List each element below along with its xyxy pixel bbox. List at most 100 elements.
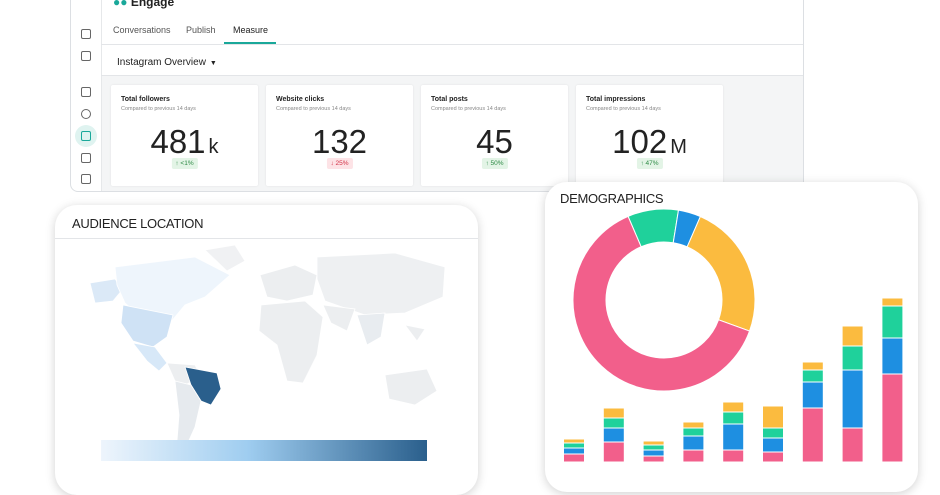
bar-segment <box>881 373 904 463</box>
bar-segment <box>801 381 824 409</box>
world-map <box>89 244 446 461</box>
country <box>404 324 426 342</box>
divider <box>101 44 803 45</box>
dropdown-caret: ▼ <box>209 60 217 67</box>
panel-title: DEMOGRAPHICS <box>560 191 664 206</box>
metric-change: ↑ 47% <box>636 158 663 169</box>
divider <box>101 75 803 76</box>
metric-subtitle: Compared to previous 14 days <box>431 106 506 112</box>
bar-segment <box>881 305 904 339</box>
bar-segment <box>801 361 824 371</box>
page: Engage {"app": {"logo": "Engage", "tabs"… <box>55 0 904 463</box>
inbox-icon[interactable] <box>81 87 91 97</box>
bar-segment <box>881 297 904 307</box>
donut-segment <box>572 215 751 392</box>
metric-title: Total posts <box>431 96 468 103</box>
metric-value: 45 <box>421 123 568 161</box>
bar-segment <box>682 427 705 437</box>
tab-active[interactable]: Measure <box>233 25 269 35</box>
bar-segment <box>563 453 585 463</box>
bar-segment <box>722 423 745 451</box>
bar-segment <box>841 345 864 371</box>
demographics-charts <box>563 208 904 463</box>
demographics-panel: DEMOGRAPHICS <box>545 182 918 492</box>
bar-segment <box>563 438 585 444</box>
tab-underline <box>224 42 276 44</box>
bar-segment <box>642 440 665 446</box>
donut-segment <box>686 215 756 332</box>
logo-mark: ●● <box>113 0 131 9</box>
bar-segment <box>841 427 864 463</box>
share-icon[interactable] <box>81 153 91 163</box>
bar-segment <box>602 407 625 419</box>
layout-icon[interactable] <box>81 51 91 61</box>
metric-change: ↓ 25% <box>326 158 353 169</box>
bar-segment <box>642 444 665 451</box>
bar-segment <box>682 421 705 429</box>
bar-segment <box>762 427 784 439</box>
bar-segment <box>642 449 665 457</box>
logo: ●● Engage <box>113 0 174 9</box>
home-icon[interactable] <box>81 29 91 39</box>
metric-value: 102 M <box>576 123 723 161</box>
country <box>89 278 124 304</box>
bar-segment <box>642 455 665 463</box>
country <box>132 342 168 372</box>
countries <box>89 244 446 450</box>
country <box>174 380 202 450</box>
country <box>316 252 446 316</box>
metric-number: 132 <box>311 123 368 160</box>
country <box>384 368 438 406</box>
divider <box>55 238 478 239</box>
sidebar <box>71 0 102 191</box>
metric-title: Website clicks <box>276 96 325 103</box>
active-icon-bg <box>75 125 97 147</box>
country <box>356 312 386 346</box>
metric-subtitle: Compared to previous 14 days <box>586 106 661 112</box>
metric-number: 45 <box>476 123 513 160</box>
metric-value: 481 k <box>111 123 258 161</box>
metric-card: Total impressions Compared to previous 14… <box>576 85 723 186</box>
metric-unit: M <box>670 136 687 158</box>
bar-segment <box>722 411 745 425</box>
bar-segment <box>801 407 824 463</box>
country <box>258 300 324 384</box>
page-body: ●● Engage Conversations Publish Measure … <box>55 0 904 463</box>
metric-title: Total followers <box>121 96 170 103</box>
audience-panel: AUDIENCE LOCATION <box>55 205 478 495</box>
logo-text: Engage <box>130 0 175 9</box>
metric-unit: k <box>208 136 219 158</box>
bar-segment <box>563 442 585 449</box>
metric-value: 132 <box>266 123 413 161</box>
doc-icon[interactable] <box>81 174 91 184</box>
metric-subtitle: Compared to previous 14 days <box>121 106 196 112</box>
metric-number: 481 <box>150 123 206 160</box>
bar-segment <box>762 451 784 463</box>
metric-title: Total impressions <box>586 96 646 103</box>
bar-segment <box>682 435 705 451</box>
color-scale <box>101 440 427 461</box>
metric-card: Total posts Compared to previous 14 days 4… <box>421 85 568 186</box>
bar-segment <box>762 437 784 453</box>
metric-card: Website clicks Compared to previous 14 da… <box>266 85 413 186</box>
gauge-icon[interactable] <box>81 109 91 119</box>
app-window: ●● Engage Conversations Publish Measure … <box>70 0 804 192</box>
bar-segment <box>722 449 745 463</box>
panel-title: AUDIENCE LOCATION <box>72 216 204 231</box>
tab[interactable]: Publish <box>186 25 216 35</box>
bar-segment <box>762 405 784 429</box>
bar-segment <box>841 369 864 429</box>
bar-segment <box>841 325 864 347</box>
metric-card: Total followers Compared to previous 14 d… <box>111 85 258 186</box>
tab[interactable]: Conversations <box>113 25 171 35</box>
dropdown[interactable]: Instagram Overview ▼ <box>117 57 217 68</box>
country <box>204 244 246 272</box>
country <box>114 256 231 326</box>
metric-change: ↑ 50% <box>481 158 508 169</box>
bar-segment <box>563 447 585 455</box>
bar-segment <box>682 449 705 463</box>
bar-segment <box>602 427 625 443</box>
measure-icon[interactable] <box>81 131 91 141</box>
bar-segment <box>722 401 745 413</box>
country <box>322 304 356 332</box>
